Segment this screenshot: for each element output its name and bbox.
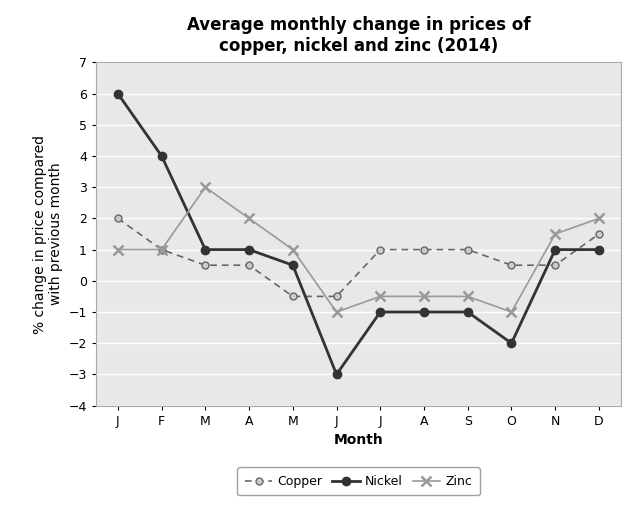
Y-axis label: % change in price compared
with previous month: % change in price compared with previous…: [33, 135, 63, 333]
X-axis label: Month: Month: [333, 433, 383, 447]
Legend: Copper, Nickel, Zinc: Copper, Nickel, Zinc: [237, 467, 479, 496]
Title: Average monthly change in prices of
copper, nickel and zinc (2014): Average monthly change in prices of copp…: [187, 17, 530, 55]
